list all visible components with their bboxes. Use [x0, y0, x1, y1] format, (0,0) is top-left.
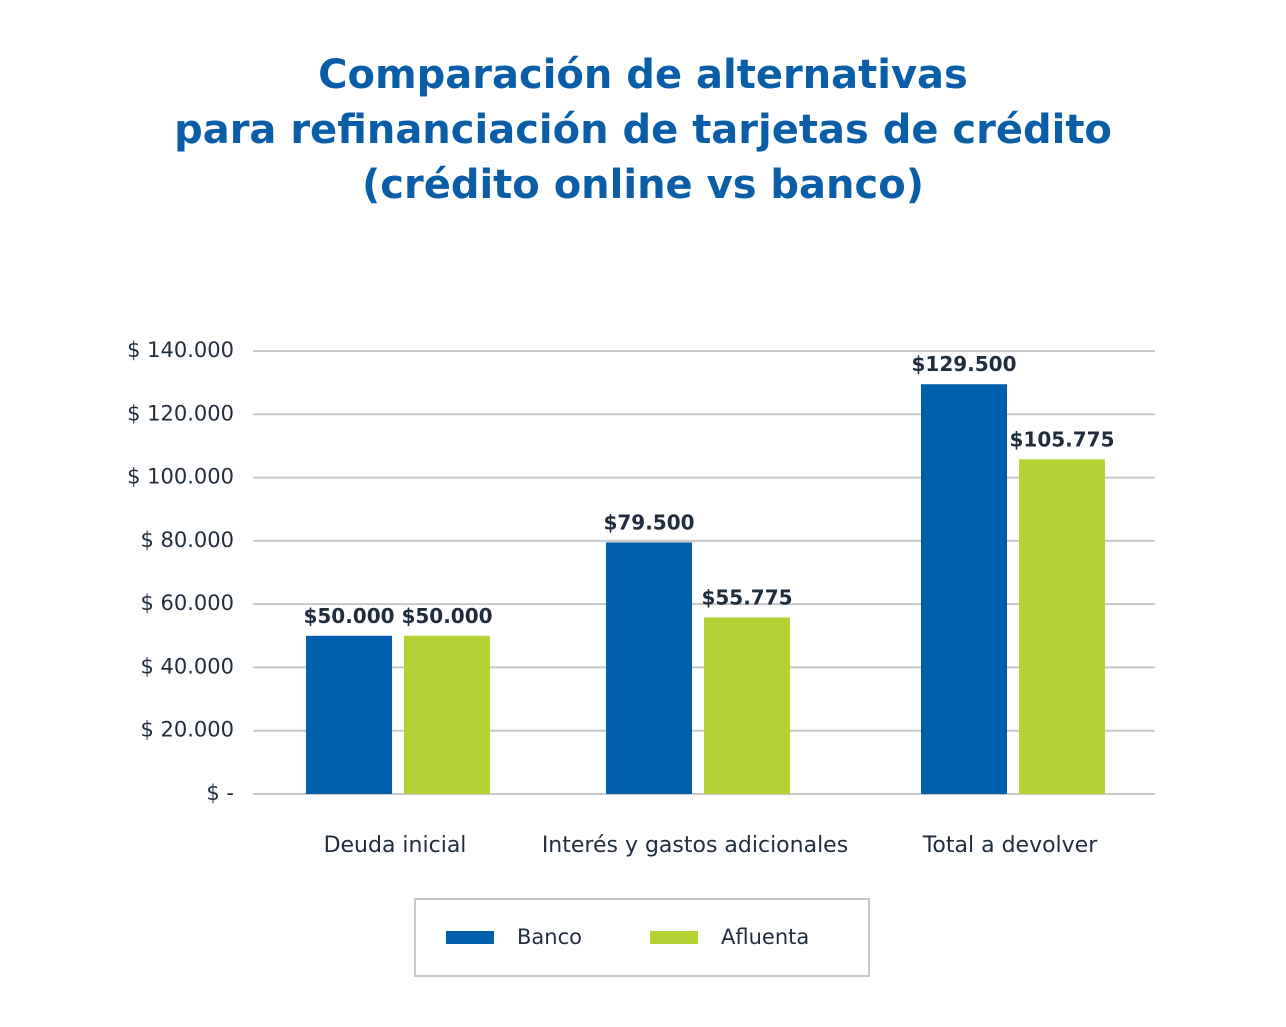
data-label: $79.500: [603, 510, 694, 534]
bar-afluenta-3: [1019, 459, 1105, 794]
x-tick-label: Deuda inicial: [324, 833, 467, 858]
chart-title: Comparación de alternativas para refinan…: [0, 48, 1286, 213]
legend-box: [414, 898, 870, 977]
data-label: $55.775: [701, 586, 792, 610]
data-label: $129.500: [911, 352, 1016, 376]
y-tick-label: $ 140.000: [127, 338, 234, 362]
y-tick-label: $ 80.000: [140, 528, 234, 552]
x-tick-label: Total a devolver: [922, 833, 1098, 858]
legend-label-afluenta: Afluenta: [721, 925, 809, 949]
y-axis-ticks: $ - $ 20.000 $ 40.000 $ 60.000 $ 80.000 $ 100…: [127, 338, 234, 805]
chart-title-line-2: para refinanciación de tarjetas de crédi…: [174, 107, 1112, 153]
y-tick-label: $ 120.000: [127, 401, 234, 425]
y-tick-label: $ 60.000: [140, 591, 234, 615]
legend: Banco Afluenta: [414, 898, 870, 977]
bar-afluenta-2: [704, 617, 790, 794]
y-tick-label: $ 20.000: [140, 718, 234, 742]
data-label: $50.000: [401, 604, 492, 628]
legend-swatch-banco: [446, 931, 494, 944]
bar-banco-3: [921, 384, 1007, 794]
legend-label-banco: Banco: [517, 925, 582, 949]
bar-banco-1: [306, 635, 392, 794]
chart-title-line-1: Comparación de alternativas: [318, 52, 968, 98]
y-tick-label: $ 100.000: [127, 465, 234, 489]
bars: [306, 384, 1105, 794]
y-tick-label: $ 40.000: [140, 654, 234, 678]
x-axis-labels: Deuda inicial Interés y gastos adicionale…: [324, 833, 1099, 858]
data-label: $105.775: [1009, 427, 1114, 451]
x-tick-label: Interés y gastos adicionales: [542, 833, 848, 858]
data-labels: $50.000 $50.000 $79.500 $55.775 $129.500 $105…: [303, 352, 1114, 628]
y-tick-label: $ -: [206, 781, 234, 805]
legend-swatch-afluenta: [650, 931, 698, 944]
bar-banco-2: [606, 542, 692, 794]
bar-afluenta-1: [404, 635, 490, 794]
data-label: $50.000: [303, 604, 394, 628]
chart-title-line-3: (crédito online vs banco): [361, 162, 924, 208]
